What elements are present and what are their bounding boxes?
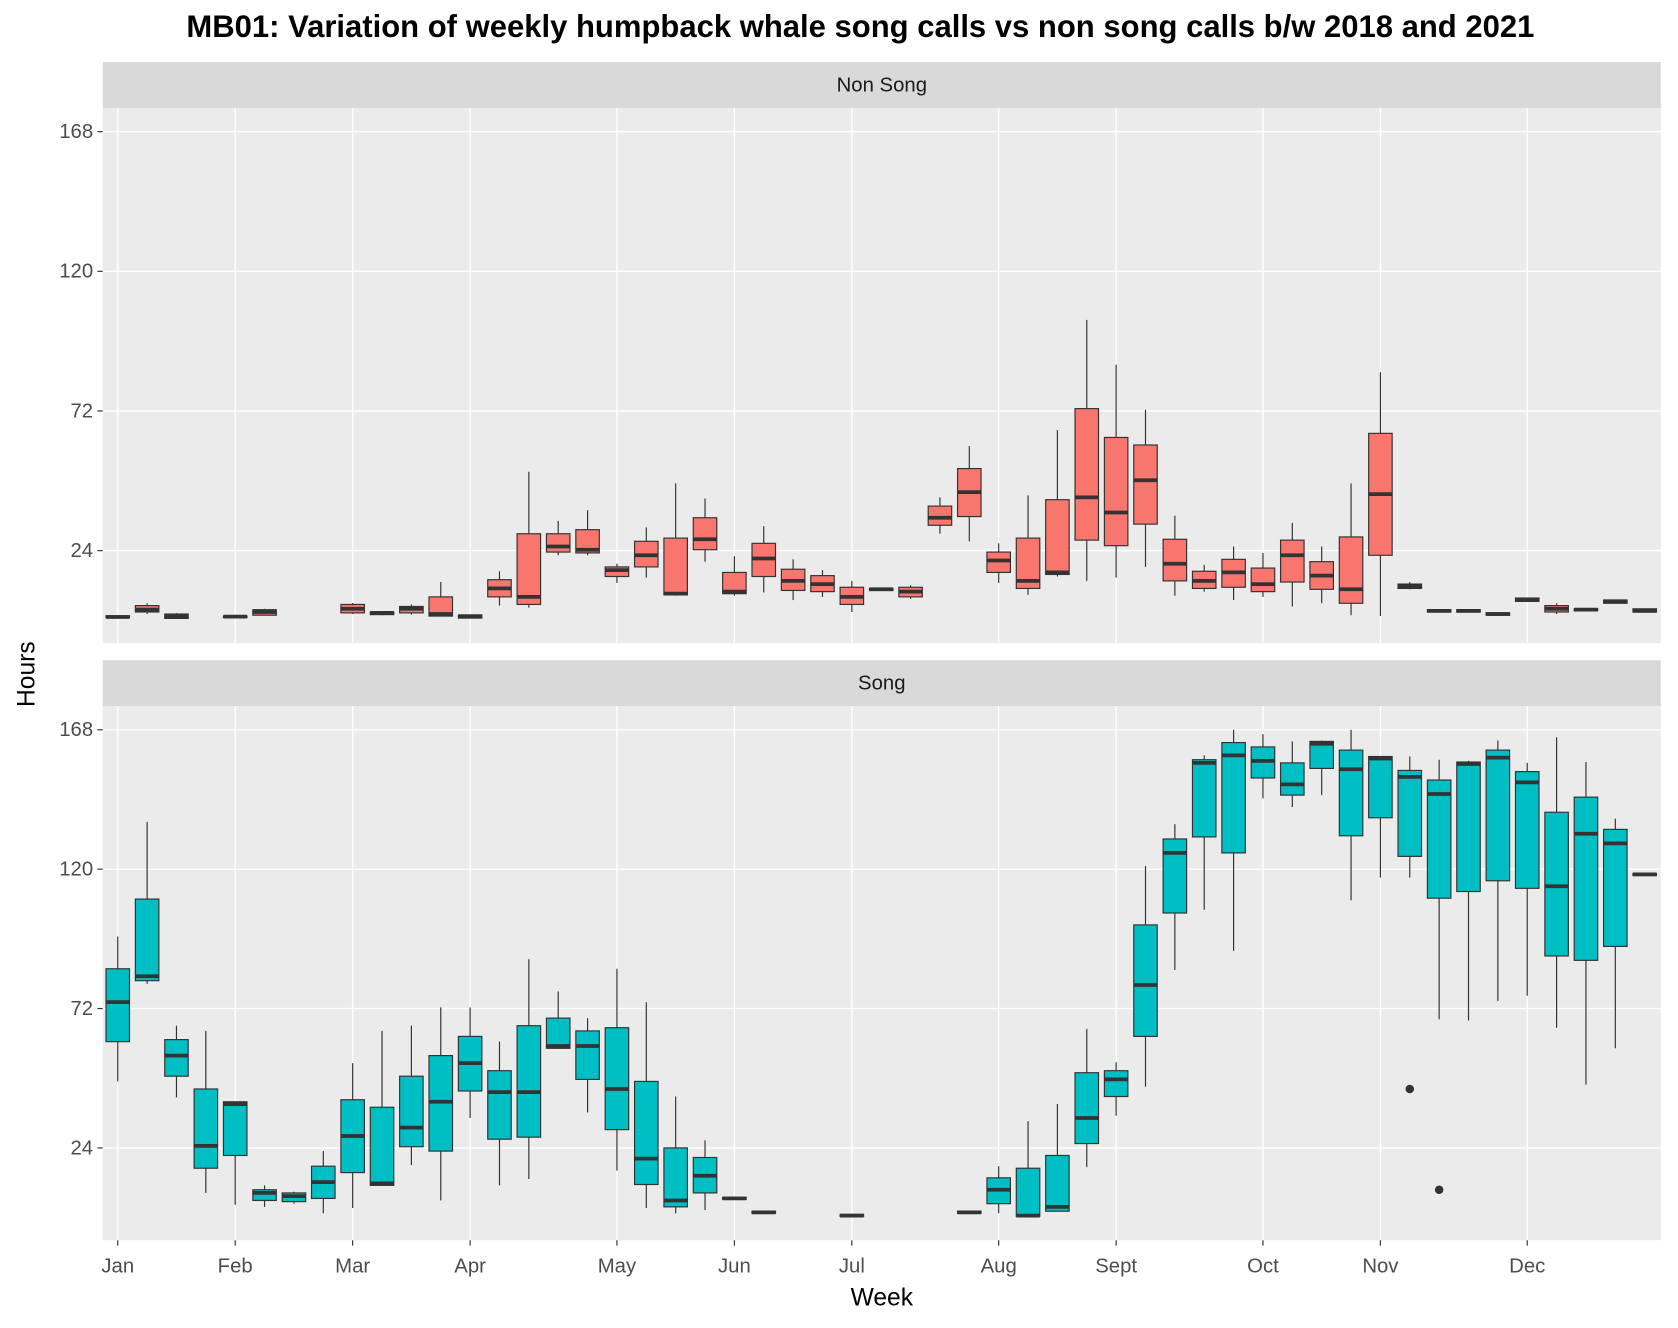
box [1544,811,1569,957]
x-tick-label: Sept [1095,1255,1137,1277]
box [1074,408,1100,541]
x-tick-label: Oct [1247,1255,1279,1277]
box [1514,771,1540,889]
x-tick-label: Aug [981,1255,1017,1277]
box [1133,924,1158,1038]
y-tick-label: 72 [71,400,94,422]
box [252,1189,277,1202]
y-tick-label: 120 [59,261,93,283]
box [545,1017,571,1049]
box [516,533,542,606]
box [1338,536,1364,604]
strip-label: Non Song [837,75,927,97]
box [1573,796,1599,961]
box [663,537,689,596]
y-tick-label: 24 [71,1137,94,1159]
x-tick-label: Feb [218,1255,253,1277]
x-tick-label: May [598,1255,637,1277]
panel-background [102,108,1661,644]
box [1191,759,1217,838]
chart-title: MB01: Variation of weekly humpback whale… [186,9,1534,44]
box [193,1088,219,1169]
y-tick-label: 120 [59,859,93,881]
y-tick-label: 168 [59,121,93,143]
box [1162,838,1188,914]
box [487,1070,512,1140]
box [575,1030,600,1080]
y-tick-label: 24 [71,540,94,562]
box [1103,1070,1129,1098]
x-tick-label: Mar [335,1255,370,1277]
x-tick-label: Apr [454,1255,486,1277]
box [722,571,747,595]
box [692,517,718,551]
x-tick-label: Dec [1509,1255,1545,1277]
box [1485,749,1511,882]
x-axis-title: Week [851,1285,914,1312]
box [633,1080,659,1186]
y-tick-label: 168 [59,719,93,741]
box [1045,499,1070,576]
box [1103,436,1129,547]
box [1279,762,1305,796]
x-tick-label: Jun [718,1255,751,1277]
box [222,1101,248,1157]
box [1338,749,1364,837]
x-tick-label: Jul [839,1255,865,1277]
box [1456,761,1481,893]
box [1045,1154,1070,1212]
box [1250,567,1276,593]
box [663,1147,689,1208]
box [1397,769,1423,857]
box [1602,828,1628,947]
box [428,596,454,617]
y-tick-label: 72 [71,998,94,1020]
x-tick-label: Jan [101,1255,134,1277]
box [164,1039,189,1077]
box [105,968,131,1043]
box [927,505,953,526]
box [399,1075,424,1148]
box [1015,537,1041,590]
box [575,529,600,554]
box [369,1106,395,1186]
box [1074,1072,1100,1145]
outlier [1405,1084,1415,1094]
box [1162,538,1188,582]
x-tick-label: Nov [1362,1255,1399,1277]
outlier [1434,1185,1444,1195]
box [604,1027,630,1131]
box [1426,779,1452,899]
strip-label: Song [858,673,905,695]
box [1279,539,1305,583]
box [1368,755,1393,819]
box [1309,740,1335,769]
strip [102,62,1661,109]
box [1133,444,1158,525]
y-axis-title: Hours [13,641,40,707]
box [1221,741,1246,854]
box [516,1025,542,1138]
strip [102,660,1661,707]
box [1015,1167,1041,1218]
box [134,898,160,982]
box [545,533,571,553]
